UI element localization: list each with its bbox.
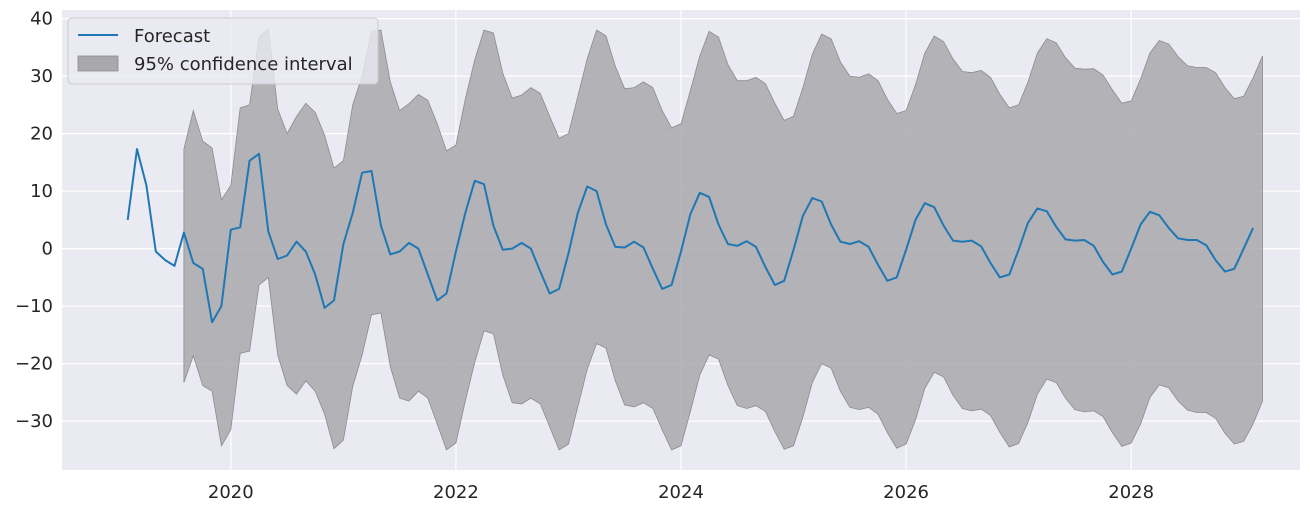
y-tick-label: 20 — [30, 124, 53, 145]
x-tick-label: 2026 — [883, 482, 929, 503]
x-tick-label: 2024 — [658, 482, 704, 503]
confidence-interval-layer — [183, 28, 1263, 451]
y-tick-label: 40 — [30, 9, 53, 30]
legend: Forecast 95% confidence interval — [67, 17, 379, 85]
y-tick-label: −10 — [15, 296, 53, 317]
y-tick-label: −20 — [15, 354, 53, 375]
y-tick-label: 10 — [30, 181, 53, 202]
forecast-line-layer — [126, 148, 1255, 324]
x-axis: 2020 2022 2024 2026 2028 — [208, 482, 1154, 503]
y-axis: −30 −20 −10 0 10 20 30 40 — [15, 9, 53, 433]
y-tick-label: 0 — [42, 239, 53, 260]
legend-interval-label: 95% confidence interval — [134, 54, 353, 75]
y-tick-label: 30 — [30, 66, 53, 87]
legend-box — [67, 17, 379, 85]
x-tick-label: 2028 — [1108, 482, 1154, 503]
forecast-line — [126, 148, 1255, 324]
y-tick-label: −30 — [15, 411, 53, 432]
confidence-interval-band — [183, 28, 1263, 451]
legend-forecast-label: Forecast — [134, 26, 210, 47]
x-tick-label: 2020 — [208, 482, 254, 503]
x-tick-label: 2022 — [433, 482, 479, 503]
legend-interval-swatch — [77, 55, 119, 72]
